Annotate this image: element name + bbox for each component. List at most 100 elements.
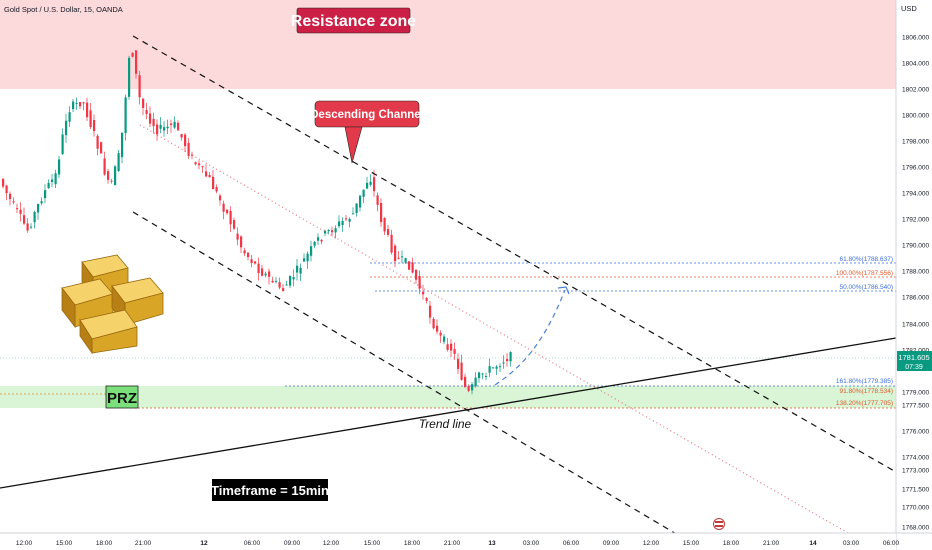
candle-body — [387, 229, 390, 235]
candle-body — [380, 202, 383, 223]
time-axis-panel[interactable] — [0, 533, 896, 550]
time-tick-label: 18:00 — [404, 540, 421, 547]
candle-body — [278, 282, 281, 288]
price-axis-panel[interactable] — [896, 0, 932, 550]
candle-body — [418, 276, 421, 289]
price-tick-label: 1804.000 — [902, 61, 929, 68]
candle-body — [40, 201, 43, 204]
time-tick-label: 09:00 — [603, 540, 620, 547]
candle-body — [173, 121, 176, 128]
price-tick-label: 1802.000 — [902, 87, 929, 94]
price-tick-label: 1777.500 — [902, 403, 929, 410]
economic-event-icon[interactable] — [713, 518, 725, 530]
candle-body — [229, 210, 232, 225]
candle-body — [72, 101, 75, 110]
candle-body — [198, 163, 201, 166]
candle-body — [495, 366, 498, 369]
projection-arrow-icon — [557, 286, 570, 295]
candle-body — [156, 124, 159, 135]
fib-label-161: 161.80%(1779.385) — [836, 378, 893, 385]
candle-body — [138, 75, 141, 98]
candle-body — [257, 263, 260, 274]
candle-body — [429, 305, 432, 318]
candle-body — [215, 187, 218, 192]
price-tick-label: 1773.000 — [902, 468, 929, 475]
candle-body — [348, 218, 351, 222]
candle-body — [149, 113, 152, 124]
candle-body — [443, 336, 446, 342]
candle-body — [261, 268, 264, 276]
candle-body — [296, 265, 299, 273]
candle-body — [401, 256, 404, 258]
time-tick-label: 12:00 — [643, 540, 660, 547]
candle-body — [404, 258, 407, 263]
candle-body — [492, 367, 495, 369]
time-tick-label: 13 — [488, 540, 496, 547]
candle-body — [9, 193, 12, 200]
candle-body — [289, 275, 292, 286]
candle-body — [30, 226, 33, 228]
time-tick-label: 15:00 — [56, 540, 73, 547]
candle-body — [464, 376, 467, 387]
candle-body — [268, 271, 271, 277]
candle-body — [373, 177, 376, 192]
price-tick-label: 1794.000 — [902, 191, 929, 198]
time-tick-label: 18:00 — [96, 540, 113, 547]
candle-body — [79, 102, 82, 107]
candle-body — [12, 201, 15, 203]
candle-body — [275, 280, 278, 282]
fib-label-50: 50.00%(1786.540) — [840, 284, 894, 291]
candle-body — [100, 142, 103, 154]
candle-body — [205, 171, 208, 177]
time-tick-label: 03:00 — [523, 540, 540, 547]
candle-body — [37, 204, 40, 213]
candle-body — [58, 159, 61, 175]
candle-body — [453, 349, 456, 354]
candle-body — [390, 234, 393, 253]
time-tick-label: 12:00 — [16, 540, 33, 547]
price-tick-label: 1806.000 — [902, 35, 929, 42]
candle-body — [208, 175, 211, 178]
time-tick-label: 18:00 — [723, 540, 740, 547]
candle-body — [502, 362, 505, 364]
channel-callout-box — [314, 100, 420, 128]
candle-body — [124, 97, 127, 134]
resistance-label-box — [296, 7, 411, 34]
price-tick-label: 1786.000 — [902, 295, 929, 302]
candle-body — [467, 386, 470, 391]
candle-body — [324, 230, 327, 234]
trend-line — [0, 337, 897, 489]
candle-body — [488, 366, 491, 373]
prz-label-box — [105, 385, 139, 409]
candle-body — [107, 171, 110, 180]
candle-body — [334, 228, 337, 233]
candle-body — [219, 195, 222, 201]
candle-body — [338, 221, 341, 227]
candle-body — [152, 118, 155, 127]
time-tick-label: 06:00 — [883, 540, 900, 547]
candle-body — [481, 373, 484, 375]
candle-body — [170, 123, 173, 125]
price-axis-ticks: 1806.000 1804.000 1802.000 1800.000 1798.000… — [902, 35, 929, 532]
time-tick-label: 12:00 — [323, 540, 340, 547]
candle-body — [180, 134, 183, 138]
candle-body — [26, 223, 29, 231]
candle-body — [233, 220, 236, 229]
candle-body — [285, 284, 288, 286]
candle-body — [187, 142, 190, 156]
bar-countdown: 07:39 — [905, 364, 923, 371]
price-tick-label: 1776.000 — [902, 429, 929, 436]
candle-body — [247, 252, 250, 258]
candle-body — [33, 211, 36, 223]
candle-body — [345, 218, 348, 220]
candle-body — [436, 325, 439, 332]
fib-label-61: 61.80%(1788.637) — [840, 256, 894, 263]
candle-body — [471, 384, 474, 391]
candle-body — [320, 239, 323, 242]
candle-body — [243, 250, 246, 254]
price-tick-label: 1784.000 — [902, 322, 929, 329]
candle-body — [82, 102, 85, 104]
candle-body — [366, 182, 369, 189]
price-tick-label: 1798.000 — [902, 139, 929, 146]
